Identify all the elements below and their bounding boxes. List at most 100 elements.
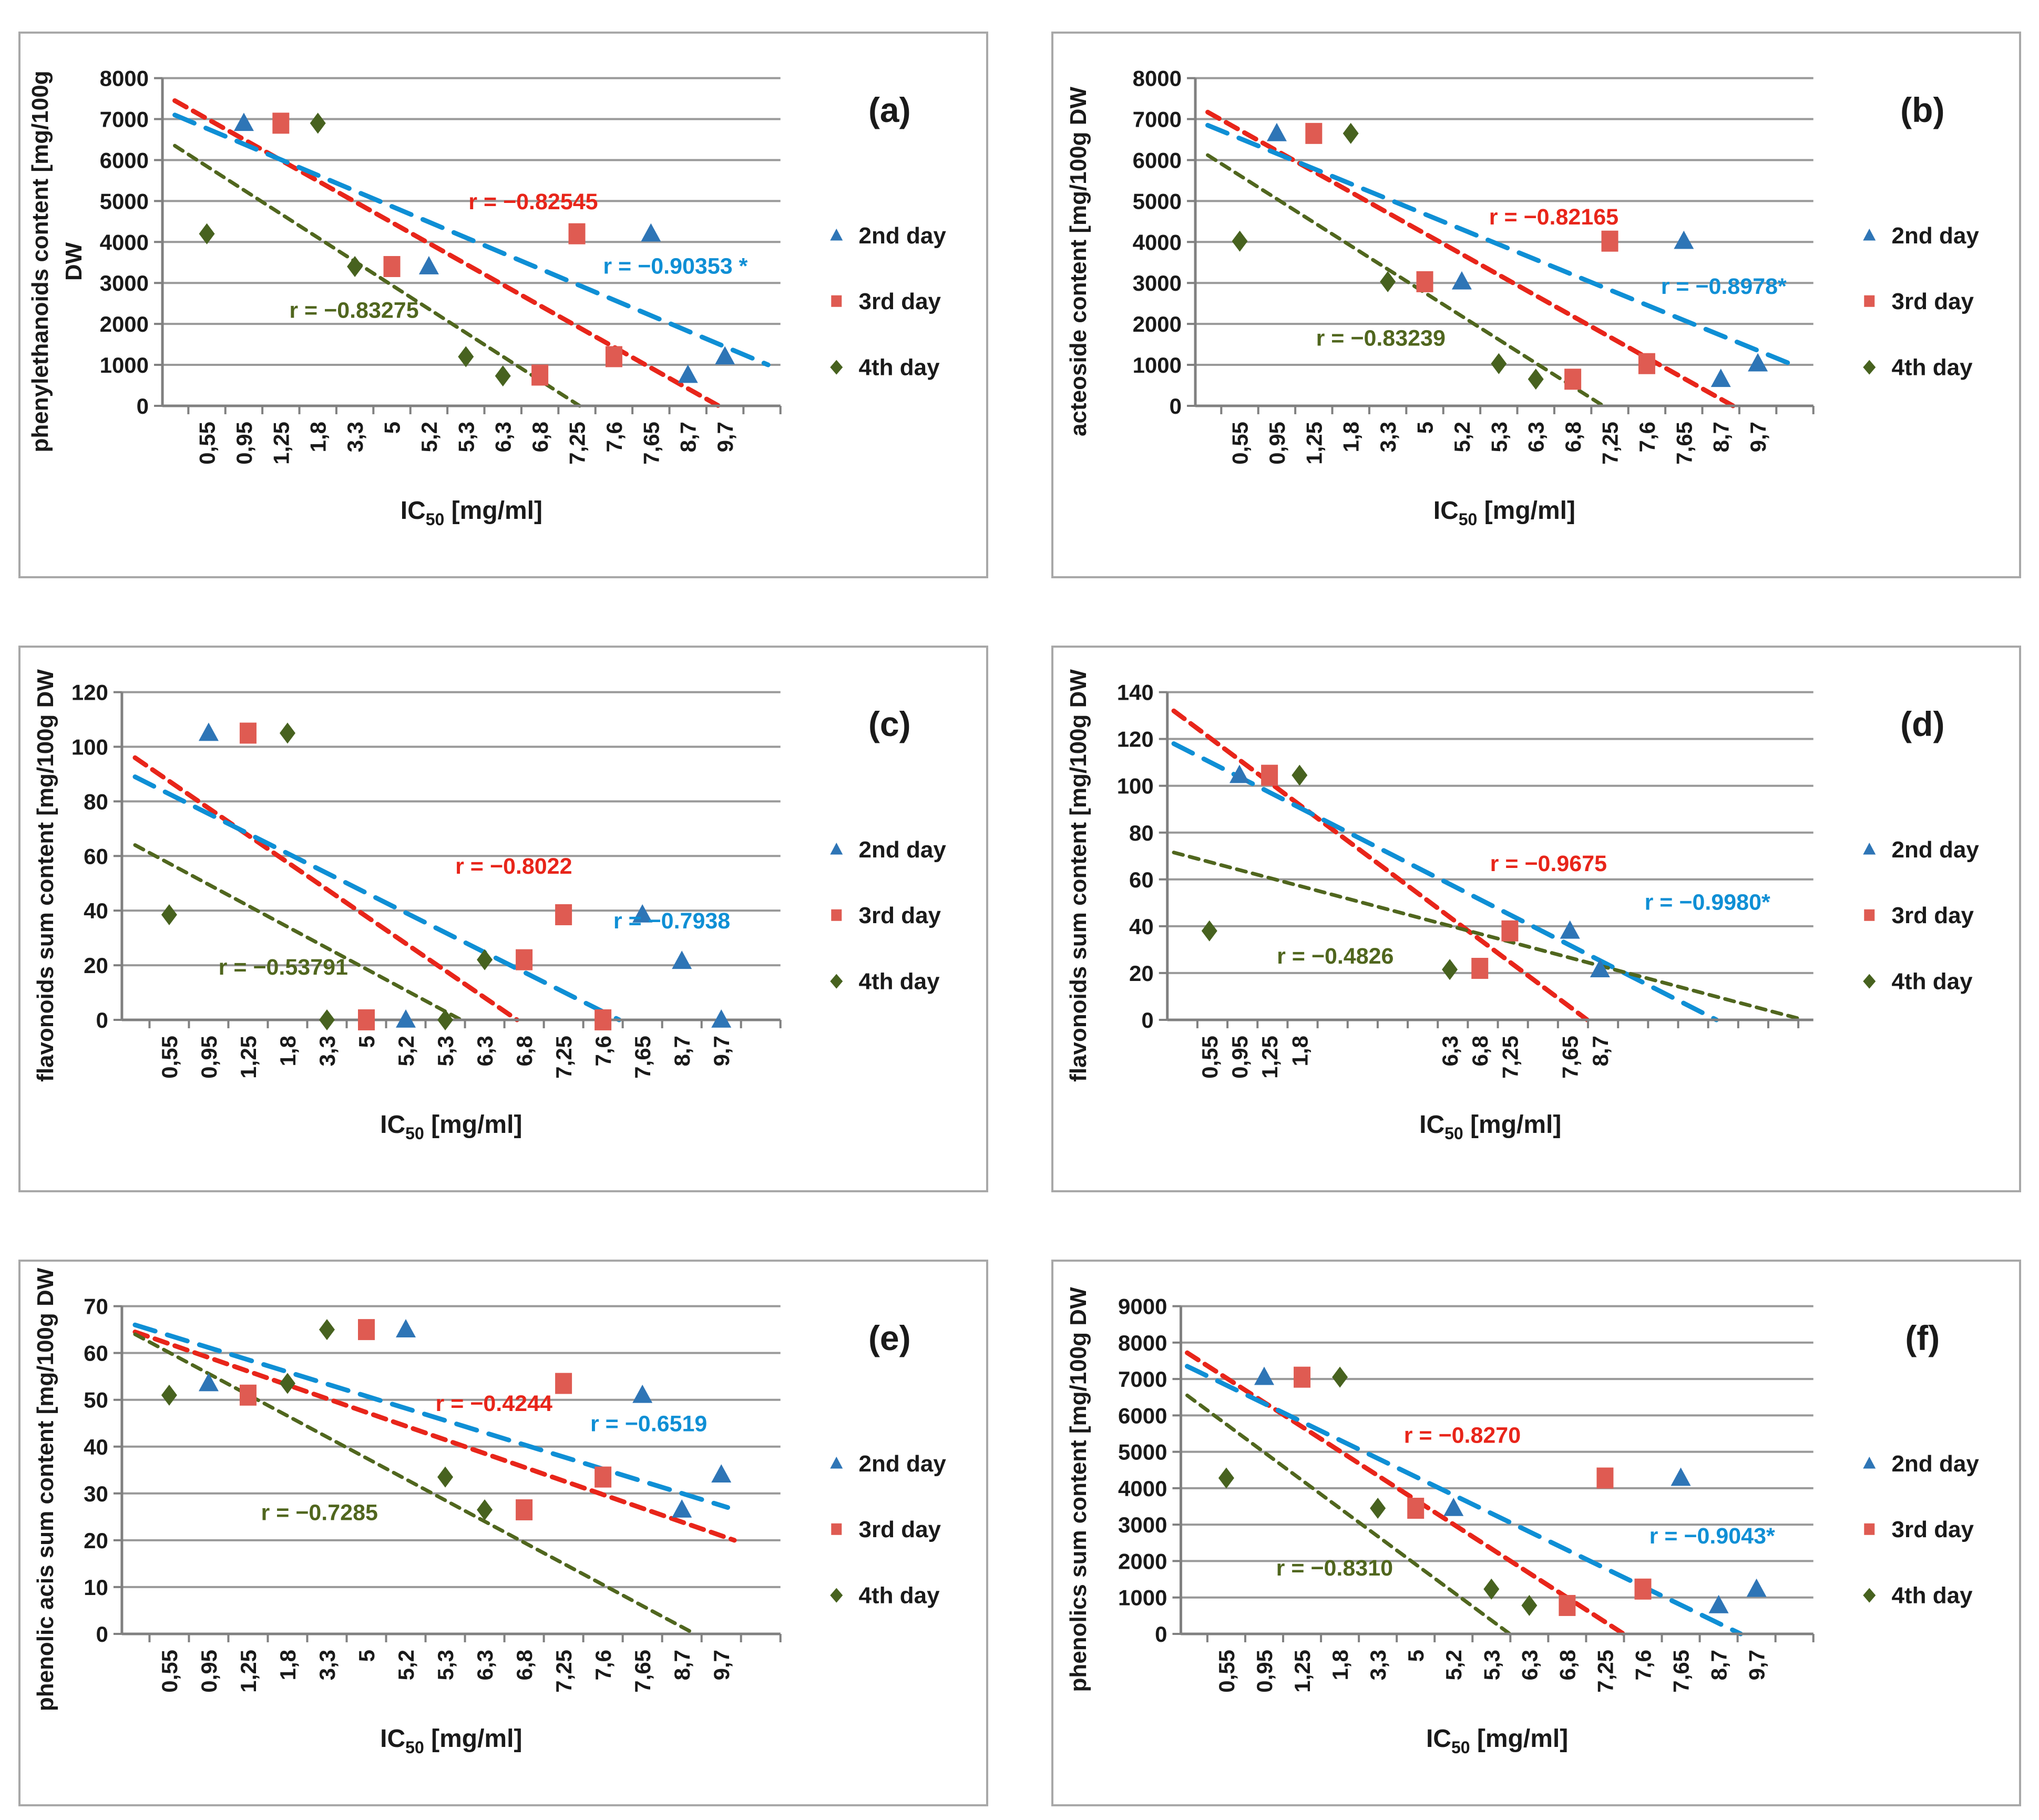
y-axis-title: flavonoids sum content [mg/100g DW bbox=[33, 669, 58, 1082]
y-tick-label: 4000 bbox=[1118, 1476, 1167, 1501]
legend-label: 2nd day bbox=[1892, 223, 1980, 249]
data-point bbox=[1634, 1578, 1652, 1600]
data-point bbox=[1232, 230, 1248, 252]
data-point bbox=[1229, 764, 1249, 783]
x-tick-label: 1,25 bbox=[1302, 422, 1326, 465]
trendline-day2 bbox=[132, 1322, 730, 1510]
legend-label: 4th day bbox=[859, 355, 940, 381]
data-point bbox=[1708, 1594, 1729, 1613]
chart-panel-e: 0 10 20 30 40 50 60 70 0,55 0,95 1,25 1,8 3,3 5 5,2 5,3… bbox=[18, 1260, 988, 1806]
y-axis-title: phenolic acis sum content [mg/100g DW bbox=[33, 1267, 58, 1711]
x-tick-label: 5 bbox=[354, 1650, 379, 1662]
x-axis-title: IC50 [mg/ml] bbox=[401, 497, 542, 529]
x-tick-label: 3,3 bbox=[1366, 1650, 1390, 1680]
trendline-day3 bbox=[132, 1330, 737, 1543]
correlation-label: r = −0.8978* bbox=[1661, 274, 1787, 299]
legend-label: 3rd day bbox=[859, 903, 941, 928]
y-tick-label: 2000 bbox=[100, 312, 149, 336]
data-point bbox=[632, 1384, 653, 1403]
data-point bbox=[1442, 959, 1458, 980]
data-point bbox=[1294, 1366, 1311, 1388]
x-tick-label: 5 bbox=[380, 422, 405, 434]
legend-label: 4th day bbox=[859, 1583, 940, 1609]
series-day2 bbox=[1254, 1366, 1767, 1613]
series-day2 bbox=[233, 113, 735, 383]
panel-letter: (f) bbox=[1905, 1318, 1940, 1357]
y-tick-label: 1000 bbox=[100, 353, 149, 377]
data-point bbox=[1201, 920, 1217, 942]
x-tick-label: 3,3 bbox=[315, 1036, 340, 1066]
trendline-day4 bbox=[1185, 1393, 1512, 1636]
y-tick-label: 120 bbox=[1117, 727, 1154, 752]
y-axis-title: phenolics sum content [mg/100g DW bbox=[1065, 1287, 1091, 1692]
x-tick-label: 7,6 bbox=[591, 1036, 616, 1066]
trendline-day3 bbox=[1171, 708, 1590, 1023]
diamond-legend-icon bbox=[830, 1588, 843, 1603]
correlation-label: r = −0.82545 bbox=[468, 189, 598, 214]
series-day4 bbox=[161, 1319, 493, 1520]
trendline-day4 bbox=[173, 144, 582, 408]
data-point bbox=[1483, 1578, 1500, 1600]
data-point bbox=[641, 223, 661, 242]
x-tick-label: 5,3 bbox=[433, 1650, 458, 1680]
data-point bbox=[396, 1009, 416, 1028]
x-axis-title: IC50 [mg/ml] bbox=[380, 1725, 522, 1757]
y-tick-label: 6000 bbox=[1118, 1403, 1167, 1428]
chart-panel-f: 0 1000 2000 3000 4000 5000 6000 7000 8000 9000 0,5… bbox=[1051, 1260, 2021, 1806]
y-tick-labels: 0 20 40 60 80 100 120 bbox=[71, 680, 108, 1032]
data-point bbox=[1443, 1498, 1464, 1516]
x-tick-label: 3,3 bbox=[1376, 422, 1400, 452]
data-point bbox=[555, 904, 572, 925]
x-tick-label: 0,95 bbox=[1252, 1650, 1277, 1693]
correlation-label: r = −0.7285 bbox=[261, 1500, 378, 1526]
data-point bbox=[605, 346, 622, 367]
data-point bbox=[396, 1319, 416, 1337]
correlation-label: r = −0.83239 bbox=[1316, 325, 1446, 351]
chart-f-svg: 0 1000 2000 3000 4000 5000 6000 7000 8000 9000 0,5… bbox=[1065, 1287, 1979, 1757]
x-tick-label: 9,7 bbox=[1746, 422, 1770, 452]
diamond-legend-icon bbox=[1863, 974, 1876, 989]
data-point bbox=[161, 1384, 177, 1406]
gridlines bbox=[1195, 77, 1813, 366]
x-tick-label: 1,8 bbox=[306, 422, 331, 452]
x-tick-label: 1,8 bbox=[275, 1650, 300, 1680]
x-tick-label: 8,7 bbox=[670, 1036, 694, 1066]
diamond-legend-icon bbox=[830, 974, 843, 989]
y-tick-label: 60 bbox=[84, 844, 108, 868]
data-point bbox=[1416, 271, 1433, 292]
data-point bbox=[272, 113, 290, 134]
data-point bbox=[1380, 271, 1396, 292]
x-tick-label: 6,8 bbox=[512, 1650, 537, 1680]
x-tick-labels: 0,55 0,95 1,25 1,8 3,3 5 5,2 5,3 6,3 6,8 7,25 7,6 7,… bbox=[1228, 422, 1771, 465]
trendline-day4 bbox=[133, 843, 463, 1022]
y-tick-label: 5000 bbox=[1118, 1440, 1167, 1465]
x-tick-label: 1,8 bbox=[1287, 1036, 1312, 1066]
y-tick-label: 60 bbox=[84, 1341, 108, 1366]
data-point bbox=[319, 1319, 335, 1341]
x-tick-label: 7,25 bbox=[565, 422, 590, 465]
square-legend-icon bbox=[1864, 295, 1875, 307]
y-tick-label: 30 bbox=[84, 1481, 108, 1506]
y-tick-label: 3000 bbox=[1118, 1512, 1167, 1537]
data-point bbox=[1332, 1366, 1348, 1388]
y-axis-title: acteoside content [mg/100g DW bbox=[1065, 86, 1091, 436]
y-tick-label: 7000 bbox=[1133, 107, 1182, 132]
y-tick-labels: 0 1000 2000 3000 4000 5000 6000 7000 8000 bbox=[100, 66, 149, 418]
x-tick-labels: 0,55 0,95 1,25 1,8 3,3 5 5,2 5,3 6,3 6,8 7,25 7,6 7,… bbox=[157, 1036, 734, 1079]
x-tick-label: 7,65 bbox=[630, 1650, 655, 1693]
panel-letter: (a) bbox=[868, 90, 911, 129]
x-tick-label: 0,95 bbox=[1227, 1036, 1252, 1079]
data-point bbox=[279, 722, 295, 744]
correlation-label: r = −0.8022 bbox=[455, 854, 572, 879]
legend: 2nd day 3rd day 4th day bbox=[830, 1451, 946, 1609]
x-axis-title: IC50 [mg/ml] bbox=[1433, 497, 1575, 529]
x-tick-label: 6,8 bbox=[528, 422, 552, 452]
y-tick-label: 6000 bbox=[1133, 148, 1182, 172]
x-tick-label: 6,8 bbox=[1468, 1036, 1492, 1066]
data-point bbox=[672, 950, 692, 969]
data-point bbox=[477, 1499, 493, 1520]
series-day4 bbox=[1232, 122, 1544, 390]
legend: 2nd day 3rd day 4th day bbox=[830, 837, 946, 995]
series-day4 bbox=[199, 113, 511, 387]
